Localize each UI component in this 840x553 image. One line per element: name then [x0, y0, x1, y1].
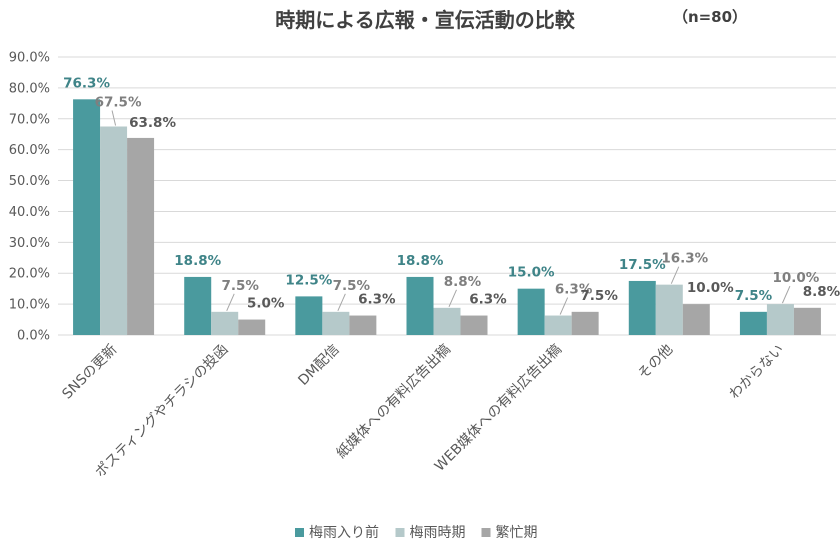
data-label: 17.5%: [619, 257, 666, 273]
bar: [127, 137, 155, 335]
bar: [211, 311, 239, 335]
bar: [571, 311, 599, 335]
data-label: 7.5%: [333, 278, 371, 294]
leader-line: [337, 293, 346, 312]
bar: [793, 307, 821, 335]
bar: [682, 304, 710, 335]
bar: [322, 311, 350, 335]
leader-line: [781, 285, 791, 304]
bar: [739, 311, 767, 335]
legend-swatch: [395, 528, 405, 537]
legend-swatch: [295, 528, 304, 537]
y-tick-label: 60.0%: [9, 143, 50, 158]
bar: [349, 315, 377, 335]
legend-swatch: [481, 528, 491, 537]
data-label: 8.8%: [803, 284, 840, 300]
x-tick-label: その他: [635, 342, 676, 383]
bar: [100, 126, 128, 335]
bar: [295, 296, 323, 335]
data-label: 6.3%: [469, 292, 507, 308]
bar: [73, 99, 101, 335]
legend-label: 梅雨入り前: [309, 524, 379, 541]
data-label: 18.8%: [397, 253, 444, 269]
x-tick-label: 紙媒体への有料広告出稿: [334, 342, 454, 462]
data-labels: 76.3%67.5%63.8%18.8%7.5%5.0%12.5% 7.5%6.3…: [63, 75, 840, 311]
y-tick-label: 80.0%: [9, 81, 50, 96]
data-label: 76.3%: [63, 75, 110, 91]
x-tick-label: ポスティングやチラシの投函: [92, 342, 231, 481]
label-leader-lines: [111, 110, 791, 315]
data-label: 63.8%: [129, 115, 176, 131]
legend: 梅雨入り前 梅雨時期 繁忙期: [295, 524, 538, 541]
bar: [460, 315, 488, 335]
data-label: 7.5%: [735, 288, 773, 304]
data-label: 67.5%: [95, 95, 142, 111]
bar: [655, 284, 683, 335]
bar: [238, 319, 266, 335]
data-label: 7.5%: [580, 288, 618, 304]
y-tick-label: 0.0%: [17, 329, 50, 344]
y-axis-ticks: 0.0% 10.0% 20.0% 30.0% 40.0% 50.0% 60.0% 70.0% 8…: [9, 51, 50, 344]
x-tick-label: WEB媒体への有料広告出稿: [432, 342, 565, 475]
bars: [73, 99, 821, 335]
data-label: 15.0%: [508, 265, 555, 281]
bar: [184, 276, 212, 335]
data-label: 7.5%: [221, 278, 259, 294]
data-label: 6.3%: [358, 292, 396, 308]
bar: [517, 288, 545, 335]
leader-line: [670, 266, 680, 284]
y-tick-label: 40.0%: [9, 205, 50, 220]
bar: [433, 307, 461, 335]
x-tick-label: わからない: [726, 342, 787, 403]
leader-line: [448, 289, 457, 308]
data-label: 10.0%: [687, 280, 734, 296]
data-label: 8.8%: [444, 274, 482, 290]
data-label: 18.8%: [174, 253, 221, 269]
data-label: 5.0%: [247, 296, 285, 312]
sample-size-note: （n=80）: [673, 8, 747, 26]
y-tick-label: 10.0%: [9, 298, 50, 313]
y-tick-label: 90.0%: [9, 51, 50, 66]
bar: [544, 315, 572, 335]
bar: [628, 280, 656, 335]
data-label: 12.5%: [285, 272, 332, 288]
y-tick-label: 50.0%: [9, 174, 50, 189]
y-tick-label: 70.0%: [9, 112, 50, 127]
y-tick-label: 20.0%: [9, 267, 50, 282]
y-tick-label: 30.0%: [9, 236, 50, 251]
x-tick-label: SNSの更新: [59, 342, 120, 403]
data-label: 10.0%: [773, 270, 820, 286]
bar: [766, 304, 794, 335]
leader-line: [559, 297, 569, 315]
leader-line: [111, 110, 117, 126]
legend-label: 梅雨時期: [410, 525, 466, 541]
leader-line: [226, 293, 235, 312]
data-label: 16.3%: [661, 251, 708, 267]
x-tick-label: DM配信: [295, 342, 342, 389]
data-label: 6.3%: [555, 282, 593, 298]
chart-title: 時期による広報・宣伝活動の比較: [275, 8, 575, 32]
bar: [406, 276, 434, 335]
legend-label: 繁忙期: [496, 525, 538, 541]
